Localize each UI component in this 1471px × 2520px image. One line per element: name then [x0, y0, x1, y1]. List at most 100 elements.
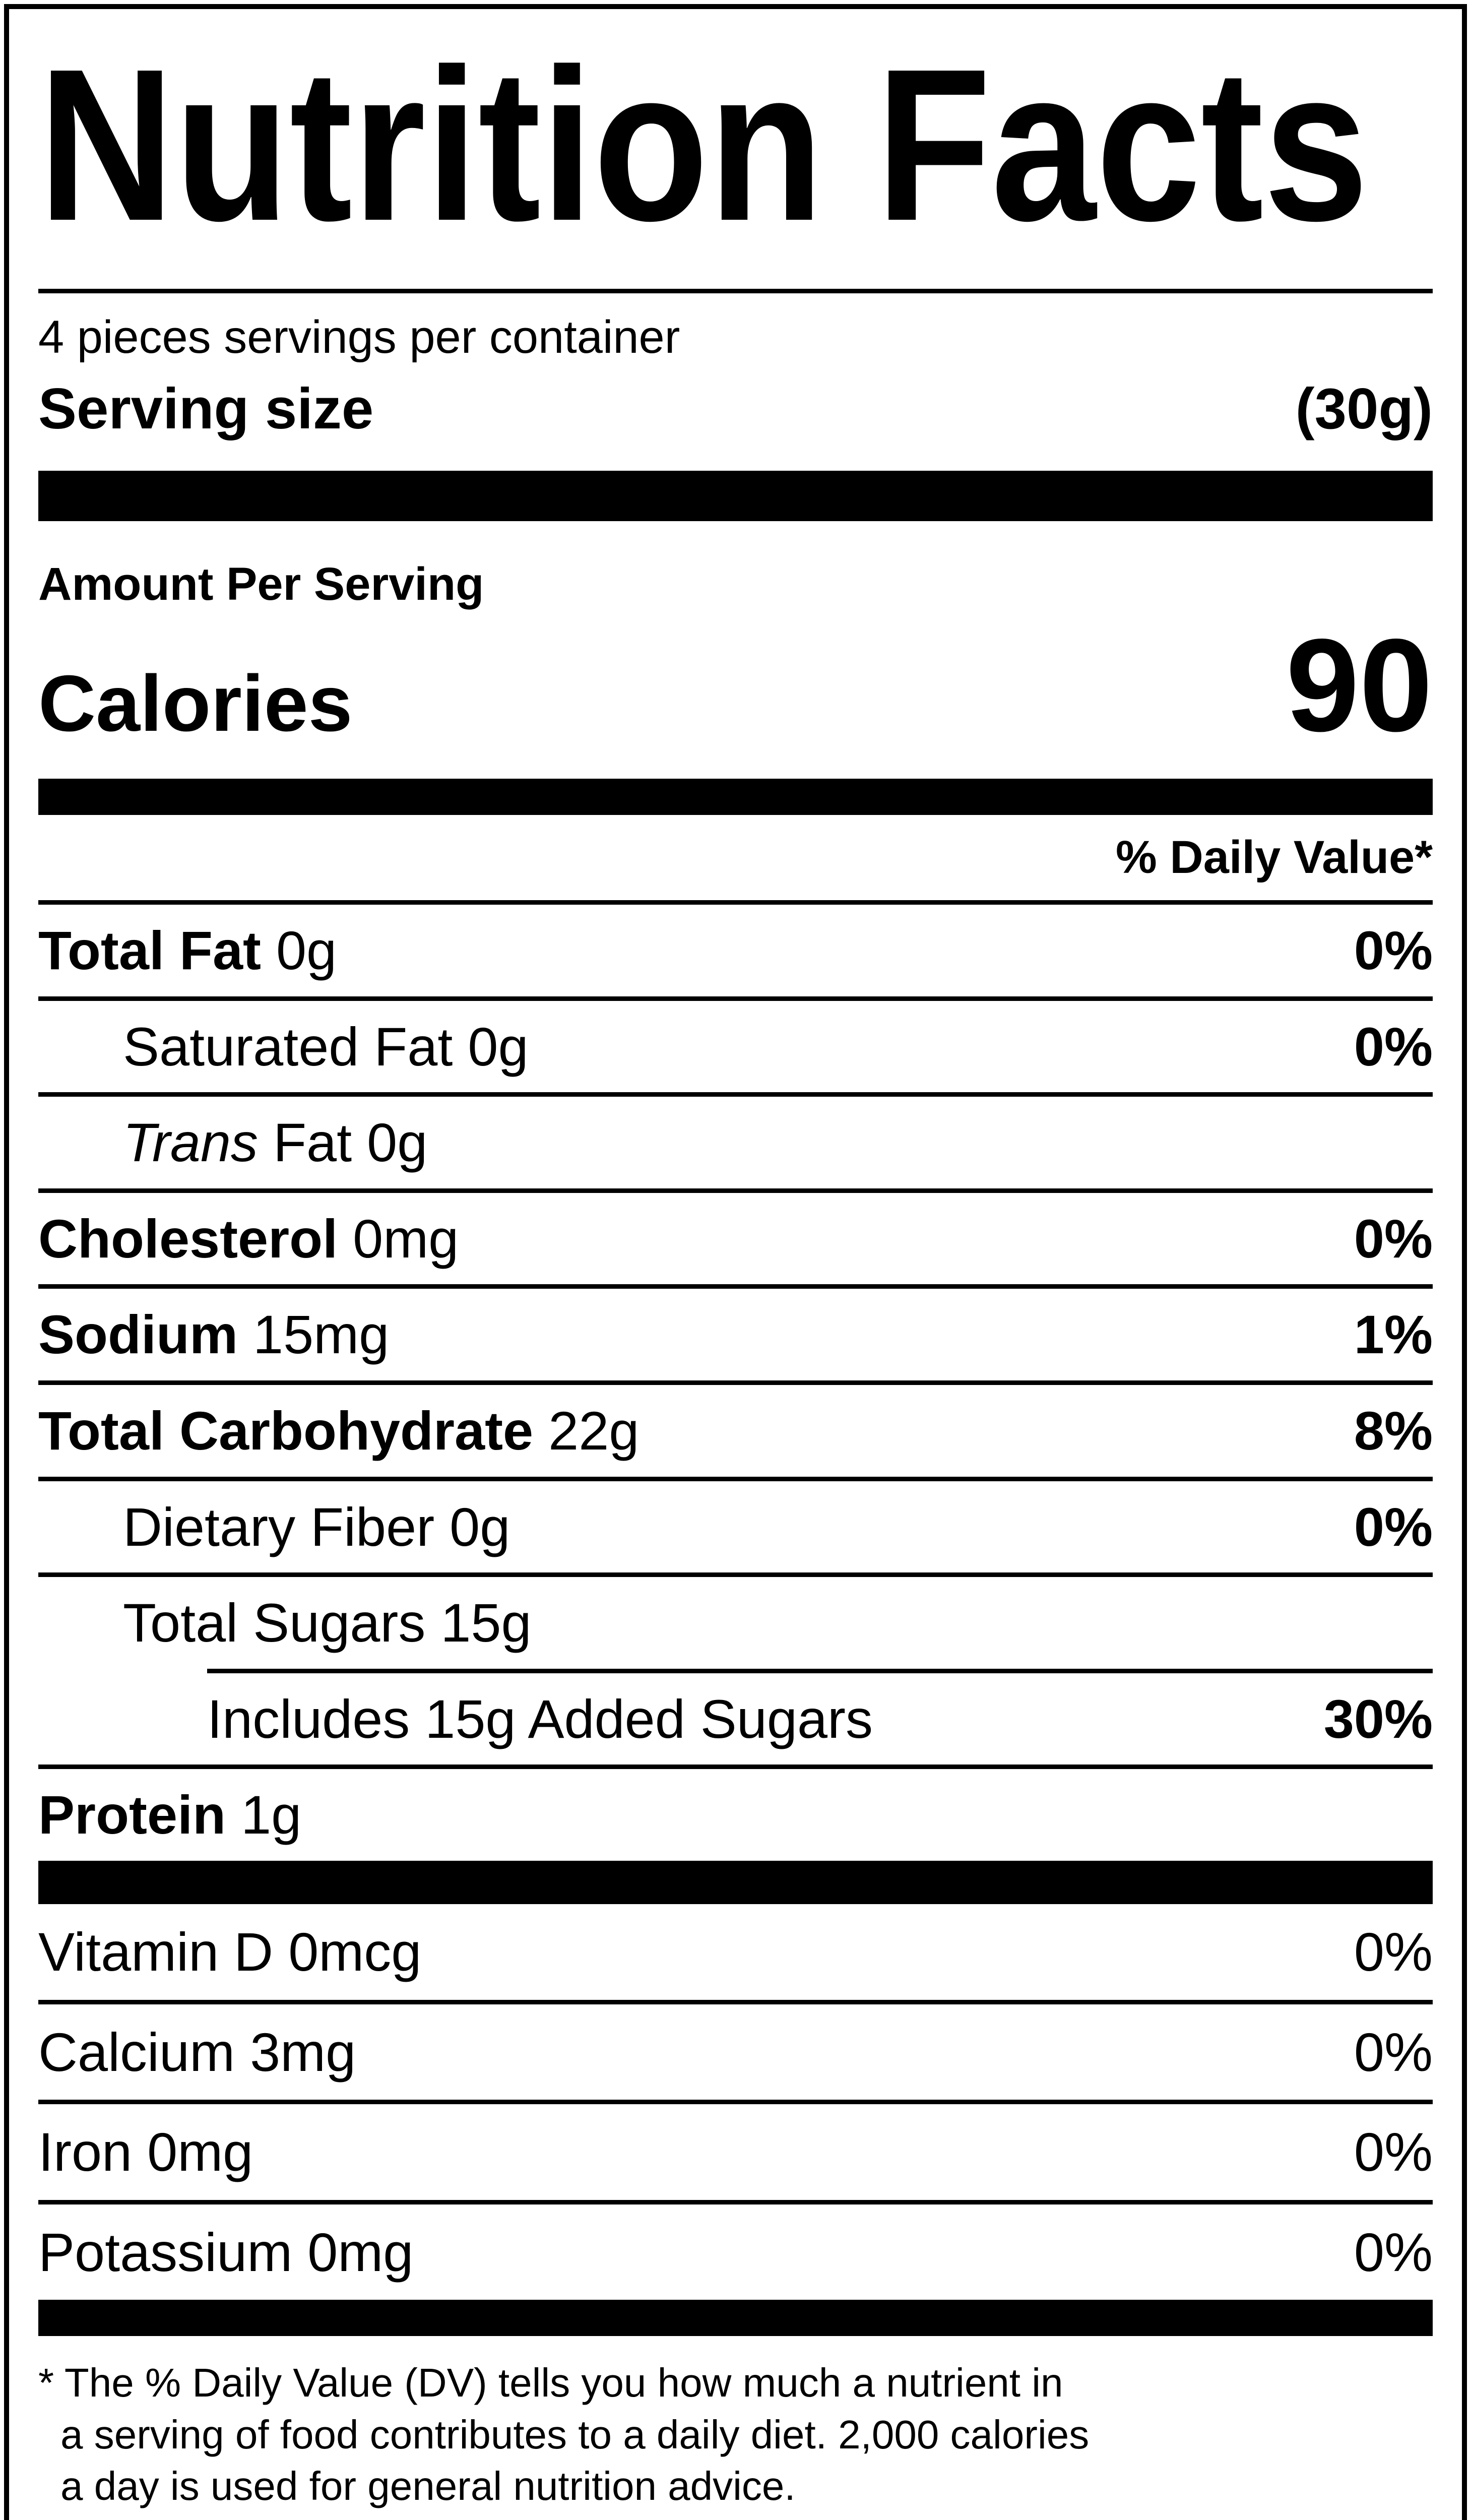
divider-indented [207, 1668, 1433, 1673]
divider [38, 1999, 1433, 2004]
vitamin-dv: 0% [1354, 2121, 1433, 2183]
nutrient-name: Total Fat [38, 919, 261, 981]
nutrient-name: Dietary Fiber [123, 1496, 435, 1557]
nutrient-dv: 0% [1354, 1496, 1433, 1557]
vitamin-row-potassium: Potassium 0mg 0% [38, 2204, 1433, 2300]
nutrient-row-saturated-fat: Saturated Fat 0g 0% [38, 1001, 1433, 1093]
footnote-line: a day is used for general nutrition advi… [60, 2464, 796, 2509]
vitamin-dv: 0% [1354, 2021, 1433, 2083]
nutrient-name-amount: Dietary Fiber 0g [38, 1494, 510, 1560]
daily-value-header: % Daily Value* [1116, 831, 1433, 883]
nutrient-name: Protein [38, 1784, 226, 1846]
vitamin-dv: 0% [1354, 1921, 1433, 1982]
nutrient-row-total-fat: Total Fat 0g 0% [38, 905, 1433, 996]
footnote-line: a serving of food contributes to a daily… [60, 2412, 1090, 2457]
nutrient-dv: 0% [1354, 1016, 1433, 1077]
vitamin-amount: 3mg [250, 2021, 356, 2083]
vitamin-dv: 0% [1354, 2221, 1433, 2283]
calories-row: Calories 90 [38, 616, 1433, 754]
vitamin-row-vitamin-d: Vitamin D 0mcg 0% [38, 1904, 1433, 2000]
thick-separator-bar [38, 778, 1433, 815]
amount-per-serving-label: Amount Per Serving [38, 558, 484, 610]
nutrient-name: Sodium [38, 1304, 238, 1365]
divider [38, 1572, 1433, 1578]
nutrient-name: Total Sugars [123, 1592, 426, 1654]
thick-separator-bar [38, 2300, 1433, 2337]
nutrient-row-dietary-fiber: Dietary Fiber 0g 0% [38, 1481, 1433, 1573]
calories-label: Calories [38, 659, 353, 748]
nutrient-name-amount: Total Carbohydrate 22g [38, 1398, 639, 1464]
nutrition-facts-label: Nutrition Facts 4 pieces servings per co… [4, 4, 1467, 2520]
nutrient-row-trans-fat: Trans Fat 0g [38, 1097, 1433, 1188]
divider [38, 1188, 1433, 1193]
footnote-line: * The % Daily Value (DV) tells you how m… [38, 2360, 1063, 2406]
vitamin-name: Calcium [38, 2021, 235, 2083]
divider [38, 1092, 1433, 1097]
nutrient-name: Fat [273, 1112, 352, 1173]
nutrient-name-amount: Includes 15g Added Sugars [38, 1686, 873, 1752]
vitamin-name: Potassium [38, 2221, 293, 2283]
calories-value: 90 [1286, 611, 1433, 759]
divider [38, 1284, 1433, 1289]
nutrient-name-amount: Sodium 15mg [38, 1302, 389, 1367]
nutrient-name: Saturated Fat [123, 1016, 453, 1077]
vitamin-row-calcium: Calcium 3mg 0% [38, 2004, 1433, 2100]
divider [38, 1765, 1433, 1770]
nutrient-name: Includes 15g Added Sugars [207, 1688, 873, 1749]
nutrient-name: Total Carbohydrate [38, 1400, 534, 1461]
nutrient-dv: 0% [1354, 919, 1433, 981]
serving-size-label: Serving size [38, 377, 374, 441]
divider [38, 2100, 1433, 2105]
divider [38, 1380, 1433, 1385]
nutrient-row-added-sugars: Includes 15g Added Sugars 30% [38, 1673, 1433, 1765]
nutrient-row-total-sugars: Total Sugars 15g [38, 1577, 1433, 1669]
nutrient-amount: 15mg [253, 1304, 390, 1365]
nutrient-row-total-carbohydrate: Total Carbohydrate 22g 8% [38, 1385, 1433, 1477]
vitamin-row-iron: Iron 0mg 0% [38, 2104, 1433, 2200]
nutrient-dv: 0% [1354, 1208, 1433, 1269]
nutrient-amount: 22g [548, 1400, 639, 1461]
nutrient-name-italic: Trans [123, 1112, 259, 1173]
thick-separator-bar [38, 1860, 1433, 1904]
vitamin-name: Vitamin D [38, 1921, 274, 1982]
vitamin-amount: 0mg [307, 2221, 414, 2283]
nutrient-name-amount: Cholesterol 0mg [38, 1206, 459, 1272]
nutrient-amount: 0g [276, 919, 337, 981]
nutrient-dv: 1% [1354, 1304, 1433, 1365]
nutrient-amount: 15g [440, 1592, 532, 1654]
divider [38, 996, 1433, 1001]
nutrient-name-amount: Protein 1g [38, 1782, 301, 1848]
nutrient-name-amount: Total Sugars 15g [38, 1590, 532, 1656]
nutrient-row-protein: Protein 1g [38, 1769, 1433, 1861]
nutrient-name-amount: Trans Fat 0g [38, 1110, 427, 1175]
vitamin-name-amount: Potassium 0mg [38, 2220, 413, 2285]
nutrient-amount: 0g [367, 1112, 428, 1173]
divider [38, 900, 1433, 905]
vitamin-amount: 0mg [147, 2121, 253, 2183]
daily-value-footnote: * The % Daily Value (DV) tells you how m… [38, 2357, 1433, 2512]
nutrient-amount: 0mg [353, 1208, 459, 1269]
nutrient-dv: 8% [1354, 1400, 1433, 1461]
nutrient-amount: 0g [468, 1016, 529, 1077]
serving-size-row: Serving size (30g) [38, 373, 1433, 446]
vitamin-name-amount: Calcium 3mg [38, 2020, 356, 2085]
vitamin-name: Iron [38, 2121, 133, 2183]
nutrient-amount: 1g [241, 1784, 302, 1846]
divider [38, 289, 1433, 293]
divider [38, 2199, 1433, 2204]
nutrient-row-sodium: Sodium 15mg 1% [38, 1289, 1433, 1380]
label-title: Nutrition Facts [38, 24, 1369, 266]
thick-separator-bar [38, 470, 1433, 521]
nutrient-name: Cholesterol [38, 1208, 338, 1269]
servings-per-container: 4 pieces servings per container [38, 311, 680, 363]
divider [38, 1476, 1433, 1481]
vitamin-name-amount: Vitamin D 0mcg [38, 1919, 421, 1985]
nutrient-amount: 0g [450, 1496, 510, 1557]
nutrient-name-amount: Saturated Fat 0g [38, 1014, 529, 1080]
nutrient-row-cholesterol: Cholesterol 0mg 0% [38, 1193, 1433, 1285]
vitamin-amount: 0mcg [288, 1921, 422, 1982]
nutrient-name-amount: Total Fat 0g [38, 918, 337, 983]
vitamin-name-amount: Iron 0mg [38, 2119, 253, 2185]
nutrient-dv: 30% [1323, 1688, 1433, 1749]
serving-size-value: (30g) [1295, 377, 1433, 441]
